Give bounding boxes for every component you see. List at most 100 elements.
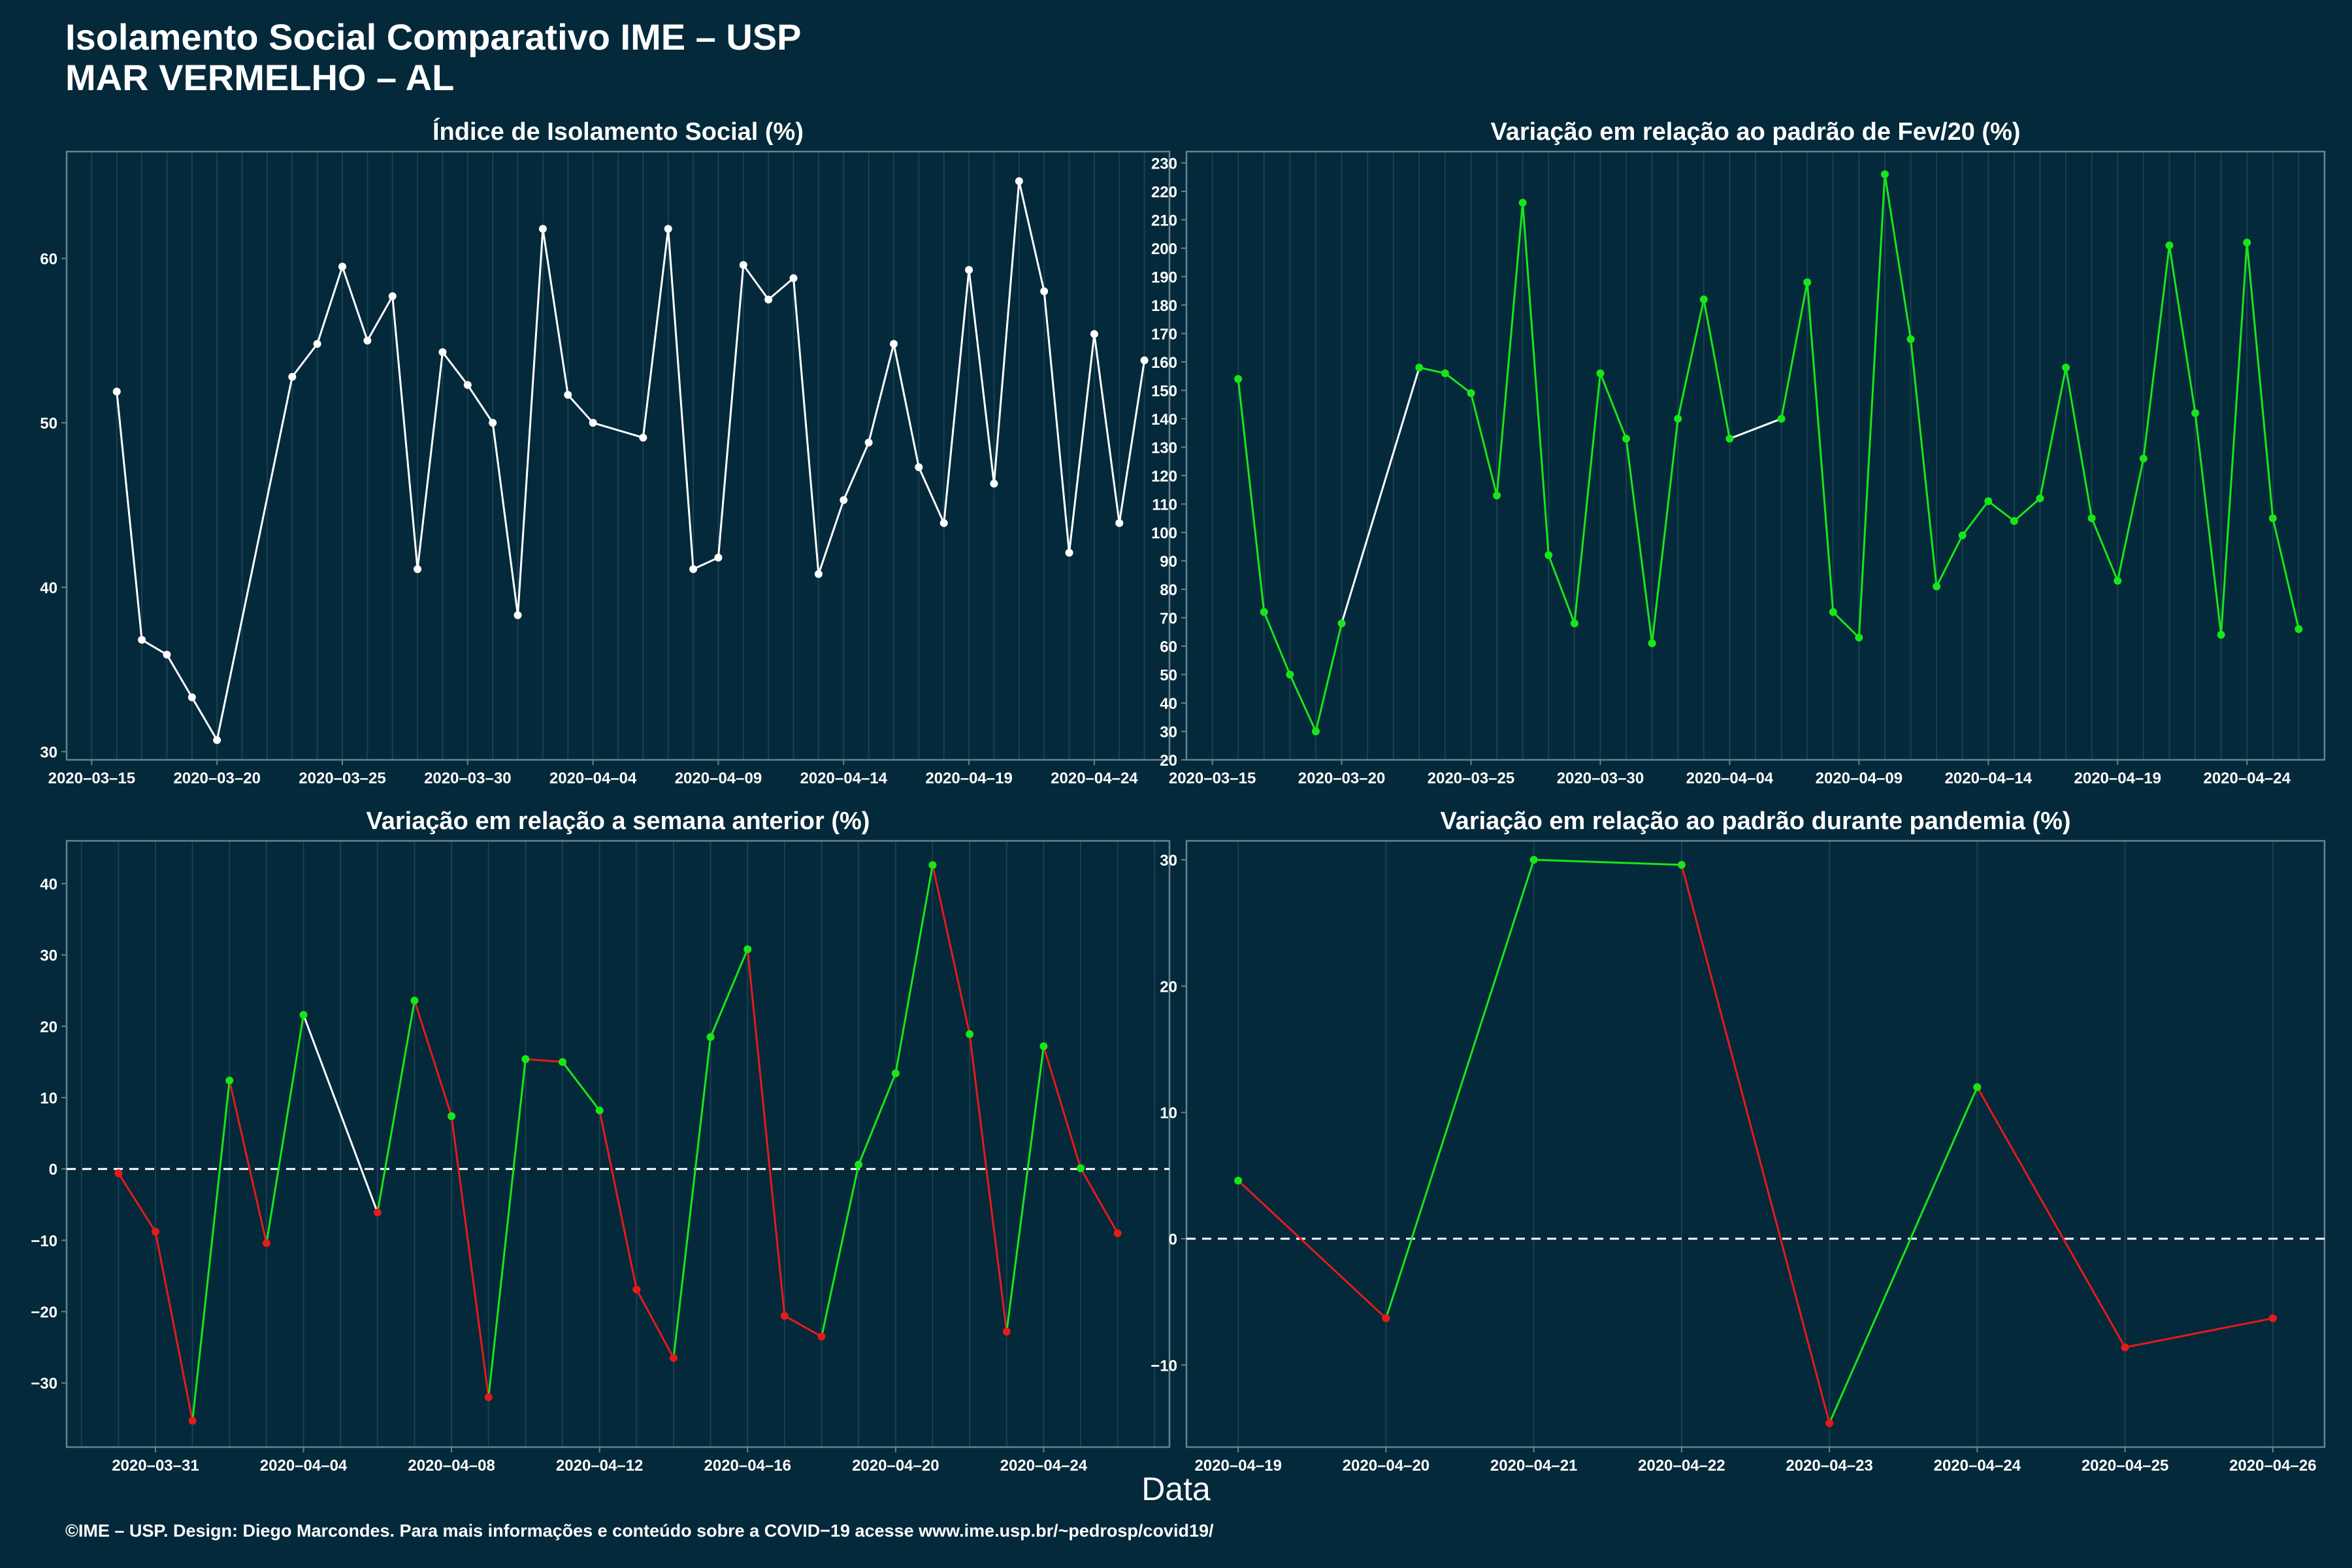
data-point xyxy=(990,480,998,488)
series-segment xyxy=(968,269,995,484)
series-segment xyxy=(2013,497,2041,522)
data-point xyxy=(338,263,346,271)
x-tick-label: 2020–04–19 xyxy=(1194,1457,1281,1475)
data-point xyxy=(1441,369,1449,378)
data-point xyxy=(373,1208,382,1217)
data-point xyxy=(151,1228,159,1236)
series-segment xyxy=(567,394,594,424)
series-segment xyxy=(868,344,895,443)
data-point xyxy=(1648,639,1656,647)
series-segment xyxy=(1522,203,1550,555)
data-point xyxy=(138,636,146,644)
series-segment xyxy=(857,1073,897,1166)
data-point xyxy=(2268,514,2277,523)
series-segment xyxy=(1680,864,1831,1424)
series-segment xyxy=(517,229,544,615)
series-segment xyxy=(821,1164,860,1337)
series-segment xyxy=(642,229,670,438)
series-segment xyxy=(742,264,770,301)
y-tick-label: 10 xyxy=(1160,1105,1177,1122)
data-point xyxy=(2087,514,2096,523)
x-tick-label: 2020–04–04 xyxy=(549,770,637,787)
y-tick-label: 20 xyxy=(40,1019,57,1036)
series-segment xyxy=(1237,378,1266,612)
y-tick-label: −10 xyxy=(31,1232,57,1250)
series-segment xyxy=(2168,245,2197,414)
series-segment xyxy=(1018,180,1045,292)
y-tick-label: 170 xyxy=(1151,325,1177,343)
panel-title: Índice de Isolamento Social (%) xyxy=(433,117,804,146)
main-title: Isolamento Social Comparativo IME – USP … xyxy=(65,17,802,98)
x-tick-label: 2020–04–09 xyxy=(675,770,762,787)
series-segment xyxy=(166,654,193,698)
y-tick-label: 70 xyxy=(1160,610,1177,627)
data-point xyxy=(1570,619,1578,628)
series-segment xyxy=(636,1289,675,1359)
data-point xyxy=(1077,1164,1085,1173)
data-point xyxy=(448,1112,456,1120)
y-tick-label: 60 xyxy=(1160,638,1177,656)
series-segment xyxy=(154,1231,194,1421)
x-tick-label: 2020–03–20 xyxy=(1298,770,1385,787)
data-point xyxy=(2139,454,2148,463)
series-segment xyxy=(817,499,845,575)
series-segment xyxy=(191,696,218,741)
x-tick-label: 2020–04–14 xyxy=(800,770,888,787)
x-tick-label: 2020–04–16 xyxy=(704,1457,791,1475)
series-segment xyxy=(1651,418,1679,644)
data-point xyxy=(1065,548,1073,557)
data-point xyxy=(1855,633,1863,642)
data-point xyxy=(1829,608,1837,616)
data-point xyxy=(814,570,823,578)
data-point xyxy=(1286,670,1294,679)
series-segment xyxy=(1093,334,1120,523)
series-segment xyxy=(1703,299,1731,439)
x-tick-label: 2020–04–24 xyxy=(2203,770,2291,787)
x-tick-label: 2020–04–20 xyxy=(1343,1457,1429,1475)
chart-panel-3: Variação em relação a semana anterior (%… xyxy=(31,808,1171,1475)
y-tick-label: 130 xyxy=(1151,439,1177,457)
series-segment xyxy=(672,1037,712,1358)
data-point xyxy=(891,1069,900,1077)
data-point xyxy=(538,225,547,233)
data-point xyxy=(388,292,397,301)
data-point xyxy=(2121,1343,2129,1352)
x-tick-label: 2020–04–24 xyxy=(1000,1457,1088,1475)
data-point xyxy=(965,266,973,274)
data-point xyxy=(1544,551,1553,559)
data-point xyxy=(1382,1314,1390,1322)
data-point xyxy=(2191,409,2200,417)
series-segment xyxy=(1043,291,1071,553)
x-tick-label: 2020–03–15 xyxy=(48,770,135,787)
x-tick-label: 2020–03–31 xyxy=(112,1457,199,1475)
data-point xyxy=(817,1332,826,1341)
series-segment xyxy=(992,181,1021,484)
y-tick-label: 190 xyxy=(1151,269,1177,286)
series-segment xyxy=(717,265,745,558)
chart-panel-4: Variação em relação ao padrão durante pa… xyxy=(1151,808,2326,1475)
data-point xyxy=(632,1285,641,1294)
series-segment xyxy=(291,343,318,378)
data-point xyxy=(163,650,171,659)
series-segment xyxy=(1961,500,1989,536)
y-tick-label: 200 xyxy=(1151,240,1177,258)
data-point xyxy=(1113,1229,1122,1237)
y-tick-label: −20 xyxy=(31,1304,57,1322)
data-point xyxy=(188,693,196,702)
data-point xyxy=(864,438,873,447)
data-point xyxy=(2295,625,2303,633)
x-tick-label: 2020–04–12 xyxy=(556,1457,643,1475)
main-title-line2: MAR VERMELHO – AL xyxy=(65,57,455,98)
y-tick-label: 50 xyxy=(1160,666,1177,684)
data-point xyxy=(213,736,221,744)
series-segment xyxy=(391,296,419,570)
data-point xyxy=(639,433,647,442)
data-point xyxy=(1622,434,1631,443)
data-point xyxy=(112,387,121,396)
series-segment xyxy=(491,422,519,615)
series-segment xyxy=(487,1058,527,1397)
series-segment xyxy=(1237,1179,1387,1319)
series-segment xyxy=(228,1080,268,1244)
series-segment xyxy=(1857,174,1886,638)
